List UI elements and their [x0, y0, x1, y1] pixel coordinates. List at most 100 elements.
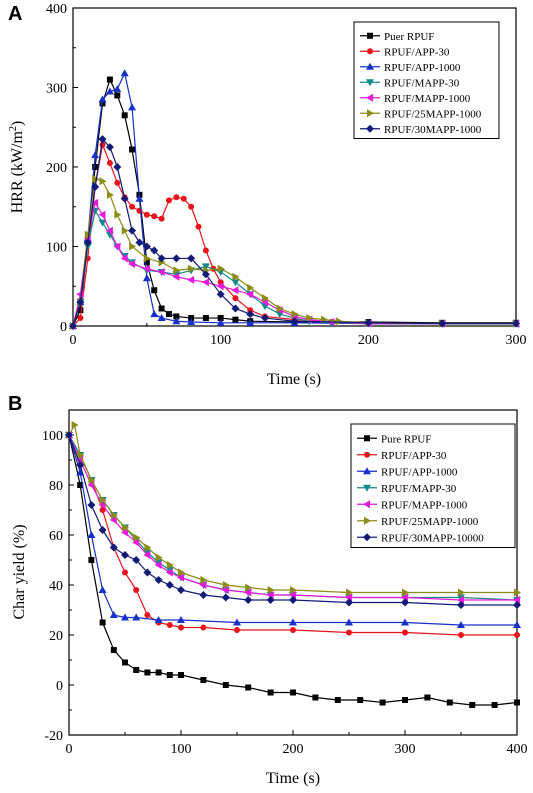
- data-point: [88, 557, 95, 563]
- data-point: [133, 587, 140, 593]
- y-tick-label: 100: [46, 241, 67, 256]
- data-point: [113, 163, 122, 171]
- series-line: [68, 434, 517, 606]
- data-point: [144, 543, 152, 552]
- data-point: [154, 576, 163, 584]
- legend-marker: [363, 484, 371, 492]
- legend-label: RPUF/MAPP-30: [384, 77, 460, 89]
- data-point: [177, 616, 185, 623]
- data-point: [87, 531, 96, 538]
- data-point: [142, 264, 150, 273]
- data-point: [173, 313, 180, 320]
- data-point: [266, 596, 275, 604]
- data-point: [217, 264, 225, 273]
- data-point: [91, 151, 100, 159]
- data-point: [87, 501, 96, 509]
- chart-panel-a: 0 100 200 300 0 100 200 300 400 Time (s) HRR (kW…: [8, 2, 527, 388]
- data-point: [334, 697, 341, 703]
- data-point: [231, 279, 240, 287]
- data-point: [201, 270, 210, 279]
- data-point: [165, 568, 173, 577]
- data-point: [188, 203, 195, 210]
- data-point: [154, 616, 163, 623]
- legend-a: Puer RPUF RPUF/APP-30 RPUF/APP-1000 RPUF/MA…: [353, 21, 500, 139]
- data-point: [200, 624, 207, 631]
- data-point: [77, 451, 85, 459]
- data-point: [109, 543, 118, 552]
- data-point: [109, 611, 118, 618]
- data-point: [172, 317, 181, 325]
- data-point: [121, 551, 129, 559]
- y-tick-label: 200: [46, 161, 67, 176]
- series-line: [72, 144, 516, 327]
- data-point: [306, 314, 314, 323]
- data-point: [92, 174, 100, 183]
- data-point: [200, 576, 208, 584]
- data-point: [245, 684, 252, 691]
- data-point: [290, 627, 296, 633]
- legend-marker: [364, 516, 371, 525]
- data-point: [290, 317, 299, 326]
- data-point: [335, 317, 343, 326]
- data-point: [187, 254, 196, 263]
- data-point: [165, 311, 172, 318]
- legend-label: RPUF/APP-30: [381, 450, 447, 462]
- data-point: [267, 689, 274, 696]
- data-point: [122, 659, 128, 666]
- data-point: [105, 143, 114, 152]
- x-tick-label: 0: [66, 742, 73, 757]
- data-point: [216, 318, 225, 326]
- data-point: [155, 553, 163, 562]
- data-point: [276, 304, 284, 313]
- data-point: [136, 207, 143, 214]
- series-line: [72, 210, 516, 327]
- x-axis-title-b: Time (s): [266, 770, 320, 787]
- y-axis-title-b: Char yield (%): [11, 524, 28, 619]
- data-point: [290, 689, 296, 696]
- legend-label: RPUF/MAPP-1000: [384, 93, 471, 105]
- data-point: [491, 702, 498, 708]
- data-point: [201, 278, 209, 287]
- series-line: [72, 202, 516, 327]
- x-axis-title-a: Time (s): [267, 371, 321, 388]
- data-point: [458, 632, 464, 638]
- data-point: [401, 598, 409, 607]
- legend-marker: [363, 500, 370, 509]
- legend-item: RPUF/MAPP-30: [357, 483, 457, 495]
- data-point: [513, 596, 520, 604]
- data-point: [246, 318, 255, 326]
- data-point: [121, 613, 129, 621]
- legend-label: RPUF/25MAPP-1000: [384, 108, 482, 120]
- data-point: [222, 581, 230, 589]
- data-point: [512, 319, 520, 328]
- data-point: [401, 593, 408, 602]
- data-point: [187, 275, 195, 284]
- y-axis-title-a-sup: 2: [8, 126, 19, 131]
- legend-marker: [367, 48, 373, 55]
- panel-letter-a: A: [8, 3, 22, 25]
- legend-label: RPUF/APP-1000: [384, 62, 461, 74]
- data-point: [157, 267, 165, 276]
- data-point: [76, 461, 85, 469]
- series-layer-b: [65, 421, 521, 708]
- data-point: [133, 533, 141, 542]
- data-point: [345, 598, 353, 607]
- data-point: [217, 315, 224, 322]
- legend-label: RPUF/25MAPP-1000: [381, 516, 479, 528]
- data-point: [105, 226, 113, 235]
- data-point: [245, 583, 253, 592]
- data-point: [260, 298, 268, 307]
- data-point: [133, 667, 140, 673]
- data-point: [98, 135, 107, 144]
- data-point: [120, 254, 128, 263]
- data-point: [232, 295, 239, 302]
- data-point: [88, 476, 96, 484]
- data-point: [92, 164, 99, 170]
- data-point: [91, 207, 100, 215]
- data-point: [221, 593, 230, 602]
- data-point: [142, 274, 151, 282]
- data-point: [157, 314, 166, 322]
- data-point: [113, 242, 121, 251]
- data-point: [266, 591, 274, 599]
